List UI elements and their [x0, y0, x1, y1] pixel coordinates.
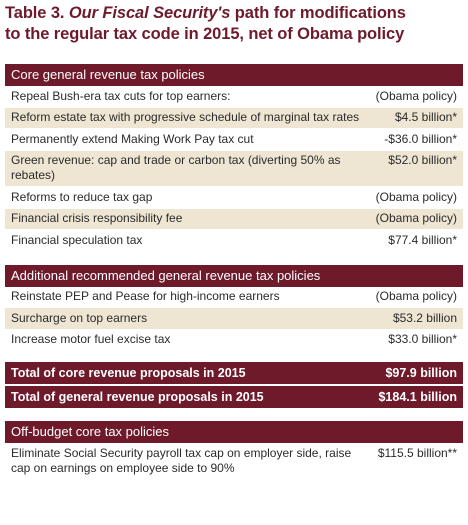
title-line-1: Table 3. Our Fiscal Security's path for … [5, 4, 406, 22]
table-row: Repeal Bush-era tax cuts for top earners… [5, 86, 463, 108]
totals-block: Total of core revenue proposals in 2015 $… [5, 362, 463, 410]
section-header: Off-budget core tax policies [5, 421, 463, 443]
table-row: Eliminate Social Security payroll tax ca… [5, 443, 463, 480]
section-offbudget: Off-budget core tax policies Eliminate S… [5, 421, 463, 480]
table-row: Financial crisis responsibility fee (Obam… [5, 208, 463, 230]
table-row: Reinstate PEP and Pease for high-income … [5, 287, 463, 308]
table-row: Reforms to reduce tax gap (Obama policy) [5, 187, 463, 209]
table-row: Surcharge on top earners $53.2 billion [5, 308, 463, 330]
total-row: Total of core revenue proposals in 2015 $… [5, 362, 463, 386]
table-row: Financial speculation tax $77.4 billion* [5, 230, 463, 252]
title-line-2: to the regular tax code in 2015, net of … [5, 25, 405, 43]
table-row: Green revenue: cap and trade or carbon t… [5, 150, 463, 187]
table-row: Permanently extend Making Work Pay tax c… [5, 129, 463, 151]
table-row: Reform estate tax with progressive sched… [5, 107, 463, 129]
table-row: Increase motor fuel excise tax $33.0 bill… [5, 330, 463, 351]
section-header: Additional recommended general revenue t… [5, 264, 463, 287]
table-title: Table 3. Our Fiscal Security's path for … [5, 0, 463, 45]
section-additional: Additional recommended general revenue t… [5, 264, 463, 351]
total-row: Total of general revenue proposals in 20… [5, 386, 463, 410]
section-core: Core general revenue tax policies Repeal… [5, 64, 463, 252]
section-header: Core general revenue tax policies [5, 64, 463, 86]
